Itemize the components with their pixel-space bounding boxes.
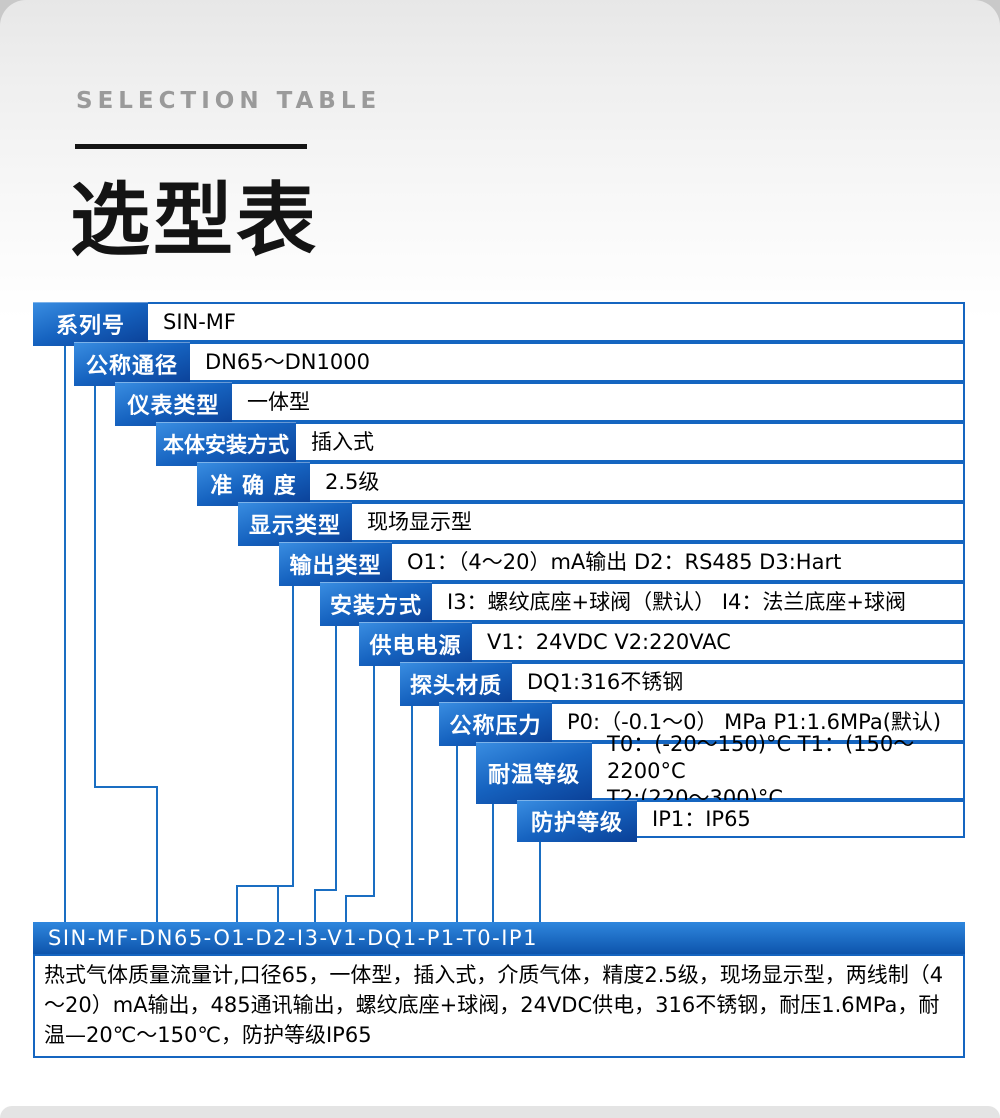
page-title: 选型表: [70, 174, 319, 267]
spec-label: 显示类型: [238, 502, 352, 546]
spec-label: 输出类型: [279, 542, 392, 586]
spec-row: 供电电源 V1：24VDC V2:220VAC: [359, 622, 965, 666]
spec-label: 耐温等级: [476, 742, 592, 804]
model-description: 热式气体质量流量计,口径65，一体型，插入式，介质气体，精度2.5级，现场显示型…: [33, 954, 965, 1058]
model-code-bar: SIN-MF-DN65-O1-D2-I3-V1-DQ1-P1-T0-IP1: [33, 922, 965, 954]
spec-label: 本体安装方式: [156, 422, 296, 466]
spec-value: 现场显示型: [367, 509, 472, 534]
spec-label: 仪表类型: [115, 382, 232, 426]
spec-label: 防护等级: [517, 800, 637, 842]
spec-label: 安装方式: [320, 582, 432, 626]
spec-row: 本体安装方式 插入式: [156, 422, 965, 466]
spec-value: SIN-MF: [163, 309, 237, 334]
spec-value: I3：螺纹底座+球阀（默认） I4：法兰底座+球阀: [447, 589, 906, 614]
spec-row: 准 确 度 2.5级: [197, 462, 965, 506]
spec-value: DQ1:316不锈钢: [527, 669, 684, 694]
header-divider: [75, 144, 307, 149]
bottom-section-edge: [0, 1106, 1000, 1118]
spec-label: 系列号: [33, 302, 148, 346]
spec-row: 安装方式 I3：螺纹底座+球阀（默认） I4：法兰底座+球阀: [320, 582, 965, 626]
spec-row: 仪表类型 一体型: [115, 382, 965, 426]
section-eyebrow: SELECTION TABLE: [76, 88, 382, 114]
spec-value: V1：24VDC V2:220VAC: [487, 629, 731, 654]
spec-value: 2.5级: [325, 469, 380, 494]
spec-value: O1：（4～20）mA输出 D2：RS485 D3:Hart: [407, 549, 842, 574]
spec-value: IP1：IP65: [652, 806, 751, 831]
spec-row: 公称通径 DN65～DN1000: [74, 342, 965, 386]
spec-label: 探头材质: [400, 662, 512, 706]
spec-row: 系列号 SIN-MF: [33, 302, 965, 346]
model-code: SIN-MF-DN65-O1-D2-I3-V1-DQ1-P1-T0-IP1: [48, 926, 538, 950]
spec-value: DN65～DN1000: [205, 349, 370, 374]
spec-label: 准 确 度: [197, 462, 310, 506]
spec-row: 探头材质 DQ1:316不锈钢: [400, 662, 965, 706]
spec-value: P0:（-0.1～0） MPa P1:1.6MPa(默认): [567, 709, 942, 734]
spec-value: T0：(-20～150)°C T1：(150～2200°C T2:(220～30…: [607, 731, 915, 810]
spec-label: 公称压力: [439, 702, 552, 746]
spec-value: 一体型: [247, 389, 310, 414]
spec-label: 公称通径: [74, 342, 190, 386]
spec-row: 防护等级 IP1：IP65: [517, 800, 965, 842]
spec-row: 输出类型 O1：（4～20）mA输出 D2：RS485 D3:Hart: [279, 542, 965, 586]
spec-row: 耐温等级 T0：(-20～150)°C T1：(150～2200°C T2:(22…: [476, 731, 965, 810]
spec-row: 显示类型 现场显示型: [238, 502, 965, 546]
spec-label: 供电电源: [359, 622, 472, 666]
spec-row: 公称压力 P0:（-0.1～0） MPa P1:1.6MPa(默认): [439, 702, 965, 746]
spec-value: 插入式: [311, 429, 374, 454]
